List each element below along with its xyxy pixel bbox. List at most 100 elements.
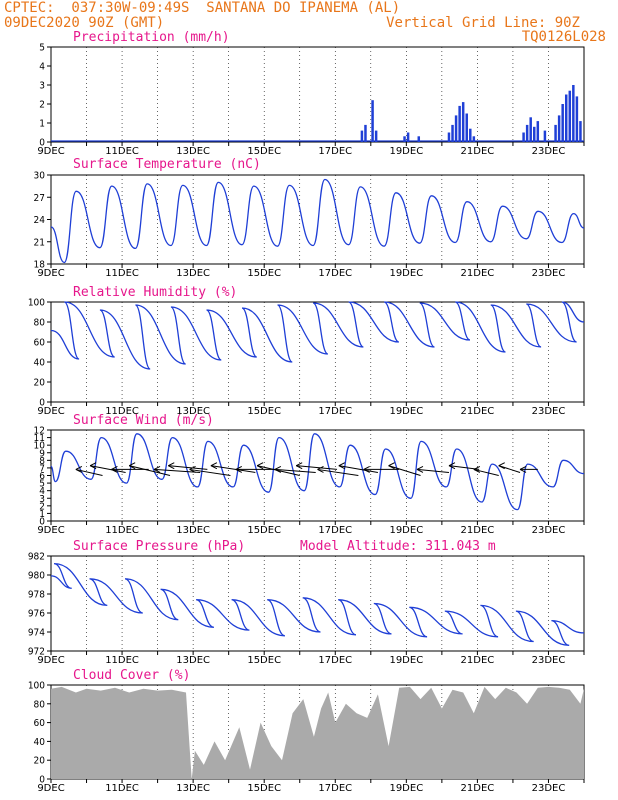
wind-arrow: [416, 468, 450, 473]
cloud-cover-area: [51, 686, 584, 779]
y-tick-label: 3: [39, 81, 45, 92]
x-tick-label: 15DEC: [247, 655, 281, 666]
x-tick-label: 19DEC: [389, 525, 423, 536]
panel-title: Relative Humidity (%): [73, 285, 237, 300]
precip-bar: [564, 94, 568, 142]
precip-bar: [529, 117, 532, 142]
wind-arrow: [338, 465, 378, 473]
x-tick-label: 19DEC: [389, 655, 423, 666]
precip-bar: [536, 121, 540, 142]
y-tick-label: 12: [34, 426, 45, 437]
x-tick-label: 19DEC: [389, 268, 423, 279]
series-line: [50, 433, 585, 511]
y-tick-label: 6: [39, 471, 45, 482]
x-tick-label: 9DEC: [37, 525, 64, 536]
x-tick-label: 15DEC: [247, 268, 281, 279]
x-tick-label: 17DEC: [318, 268, 352, 279]
y-tick-label: 974: [28, 628, 45, 639]
panel-frame: [50, 429, 585, 522]
x-tick-label: 21DEC: [461, 783, 495, 794]
y-tick-label: 21: [34, 237, 45, 248]
y-tick-label: 982: [28, 552, 45, 563]
y-tick-label: 40: [34, 358, 46, 369]
wind-arrow-head: [363, 465, 370, 473]
series-line: [50, 301, 585, 370]
x-tick-label: 9DEC: [37, 655, 64, 666]
y-tick-label: 10: [34, 441, 46, 452]
y-tick-label: 100: [28, 298, 45, 309]
wind-arrow-head: [416, 465, 424, 473]
precip-bar: [374, 130, 378, 142]
y-tick-label: 80: [34, 318, 46, 329]
x-tick-label: 21DEC: [461, 268, 495, 279]
precip-bar: [522, 132, 525, 142]
y-tick-label: 60: [34, 338, 46, 349]
precip-bar: [568, 90, 572, 142]
y-tick-label: 4: [39, 486, 45, 497]
wind-arrow: [189, 468, 231, 476]
x-tick-label: 19DEC: [389, 783, 423, 794]
wind-arrow-head: [317, 465, 324, 473]
panel-annotation: Model Altitude: 311.043 m: [300, 539, 496, 554]
x-tick-label: 17DEC: [318, 406, 352, 417]
y-tick-label: 0: [39, 398, 45, 409]
header-title: CPTEC: 037:30W-09:49S SANTANA DO IPANEMA…: [4, 0, 401, 16]
x-tick-label: 23DEC: [532, 268, 566, 279]
header-grid-line: Vertical Grid Line: 90Z: [386, 15, 580, 31]
precip-bar: [458, 105, 461, 142]
precip-bar: [561, 104, 564, 142]
y-tick-label: 24: [34, 215, 46, 226]
x-tick-label: 9DEC: [37, 406, 64, 417]
panel-2: 18 21 24 27 30 9DEC 11DEC 13DEC 15DEC 17DEC 19DEC 2…: [34, 157, 585, 279]
panel-frame: [50, 301, 585, 403]
y-tick-label: 40: [34, 737, 46, 748]
x-tick-label: 9DEC: [37, 146, 64, 157]
y-tick-label: 8: [39, 456, 45, 467]
x-tick-label: 13DEC: [176, 146, 210, 157]
x-tick-label: 23DEC: [532, 406, 566, 417]
y-tick-label: 1: [39, 509, 45, 520]
x-tick-label: 13DEC: [176, 655, 210, 666]
wind-arrow: [256, 465, 300, 476]
x-tick-label: 15DEC: [247, 146, 281, 157]
precip-bar: [371, 100, 374, 142]
wind-arrow-head: [189, 465, 196, 473]
x-tick-label: 11DEC: [105, 268, 139, 279]
wind-arrow: [274, 468, 316, 473]
wind-arrow-head: [519, 465, 527, 473]
y-tick-label: 2: [39, 501, 45, 512]
precip-bar: [417, 136, 421, 142]
precip-bar: [533, 126, 536, 142]
x-tick-label: 11DEC: [105, 525, 139, 536]
wind-arrow-head: [274, 465, 282, 473]
y-tick-label: 1: [39, 119, 45, 130]
panel-title: Precipitation (mm/h): [73, 30, 230, 45]
x-tick-label: 17DEC: [318, 783, 352, 794]
y-tick-label: 976: [28, 609, 45, 620]
precip-bar: [403, 136, 406, 142]
panel-title: Surface Temperature (nC): [73, 157, 261, 172]
wind-arrow-head: [448, 462, 456, 470]
wind-arrow-head: [338, 462, 346, 470]
precip-bar: [572, 85, 575, 142]
precip-bar: [461, 102, 465, 142]
precip-bar: [525, 124, 529, 142]
precip-bar: [406, 132, 410, 142]
y-tick-label: 30: [34, 171, 46, 182]
wind-arrow-head: [128, 462, 136, 470]
y-tick-label: 100: [28, 681, 45, 692]
x-tick-label: 21DEC: [461, 655, 495, 666]
y-tick-label: 5: [39, 43, 45, 54]
x-tick-label: 11DEC: [105, 146, 139, 157]
precip-bar: [579, 121, 582, 142]
wind-arrow-head: [473, 465, 481, 473]
y-tick-label: 20: [34, 378, 46, 389]
y-tick-label: 0: [39, 775, 45, 786]
precip-bar: [451, 124, 454, 142]
header-model-code: TQ0126L028: [521, 29, 606, 45]
y-tick-label: 5: [39, 479, 45, 490]
x-tick-label: 19DEC: [389, 146, 423, 157]
x-tick-label: 17DEC: [318, 146, 352, 157]
